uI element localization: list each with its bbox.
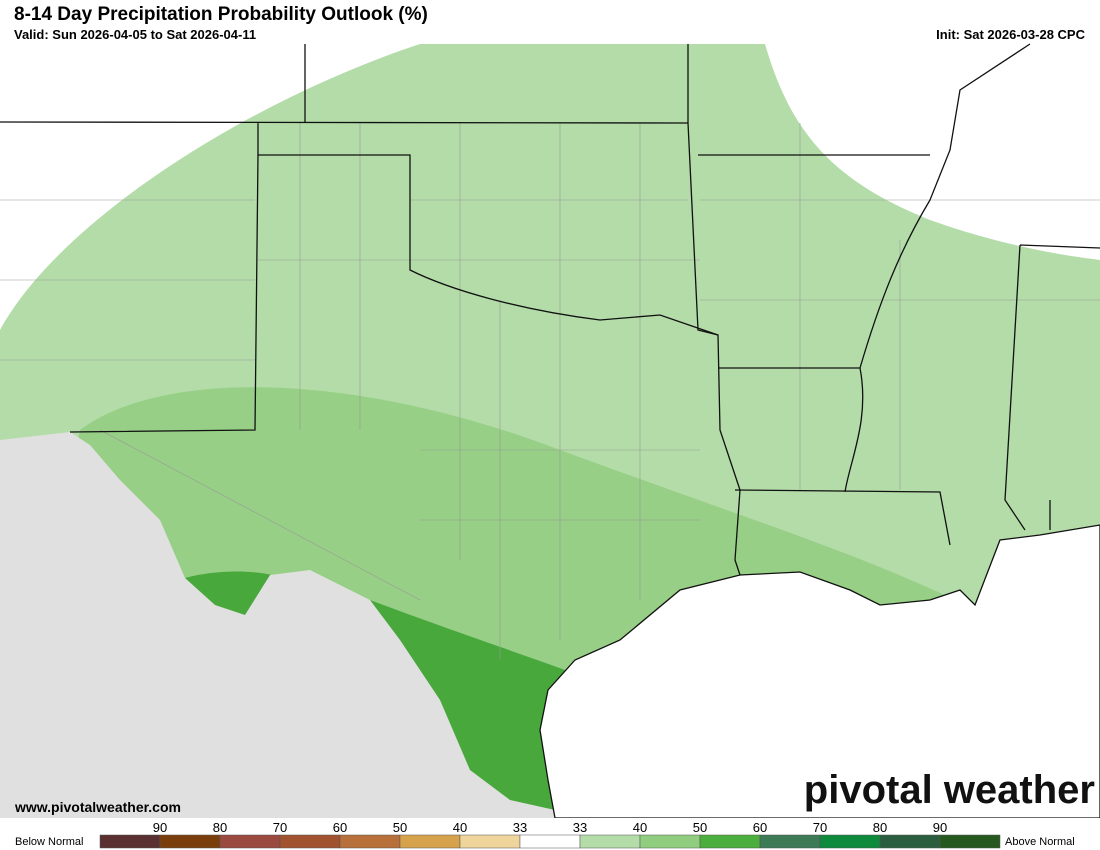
legend-tick-label: 90 [153,820,167,835]
legend-tick-label: 70 [273,820,287,835]
legend-swatch [159,834,221,849]
legend-tick-label: 40 [453,820,467,835]
below-normal-label: Below Normal [15,836,83,848]
logo: pivotal weather [804,768,1095,812]
legend-swatch [459,834,521,849]
map [0,43,1100,819]
legend-swatch [699,834,761,849]
legend-swatch [339,834,401,849]
website[interactable]: www.pivotalweather.com [14,799,181,815]
legend-swatch [99,834,161,849]
legend-swatch [759,834,821,849]
legend-tick-label: 70 [813,820,827,835]
title: 8-14 Day Precipitation Probability Outlo… [14,4,428,25]
legend-tick-label: 60 [333,820,347,835]
valid-dates: Valid: Sun 2026-04-05 to Sat 2026-04-11 [14,27,256,42]
init-date: Init: Sat 2026-03-28 CPC [936,27,1085,42]
legend-tick-label: 33 [513,820,527,835]
legend-tick-label: 90 [933,820,947,835]
legend-swatch [219,834,281,849]
legend-swatch [639,834,701,849]
legend-tick-label: 50 [693,820,707,835]
legend-tick-label: 80 [213,820,227,835]
above-normal-label: Above Normal [1005,836,1075,848]
legend-swatch [819,834,881,849]
legend-tick-label: 33 [573,820,587,835]
legend: 90 80 70 60 50 40 33 33 40 50 60 70 80 90 [99,820,1001,849]
legend-swatch [399,834,461,849]
legend-tick-label: 50 [393,820,407,835]
legend-swatch [939,834,1001,849]
legend-swatch [579,834,641,849]
legend-swatch [279,834,341,849]
legend-tick-label: 80 [873,820,887,835]
legend-swatch [519,834,581,849]
legend-tick-label: 40 [633,820,647,835]
legend-swatch [879,834,941,849]
legend-tick-label: 60 [753,820,767,835]
